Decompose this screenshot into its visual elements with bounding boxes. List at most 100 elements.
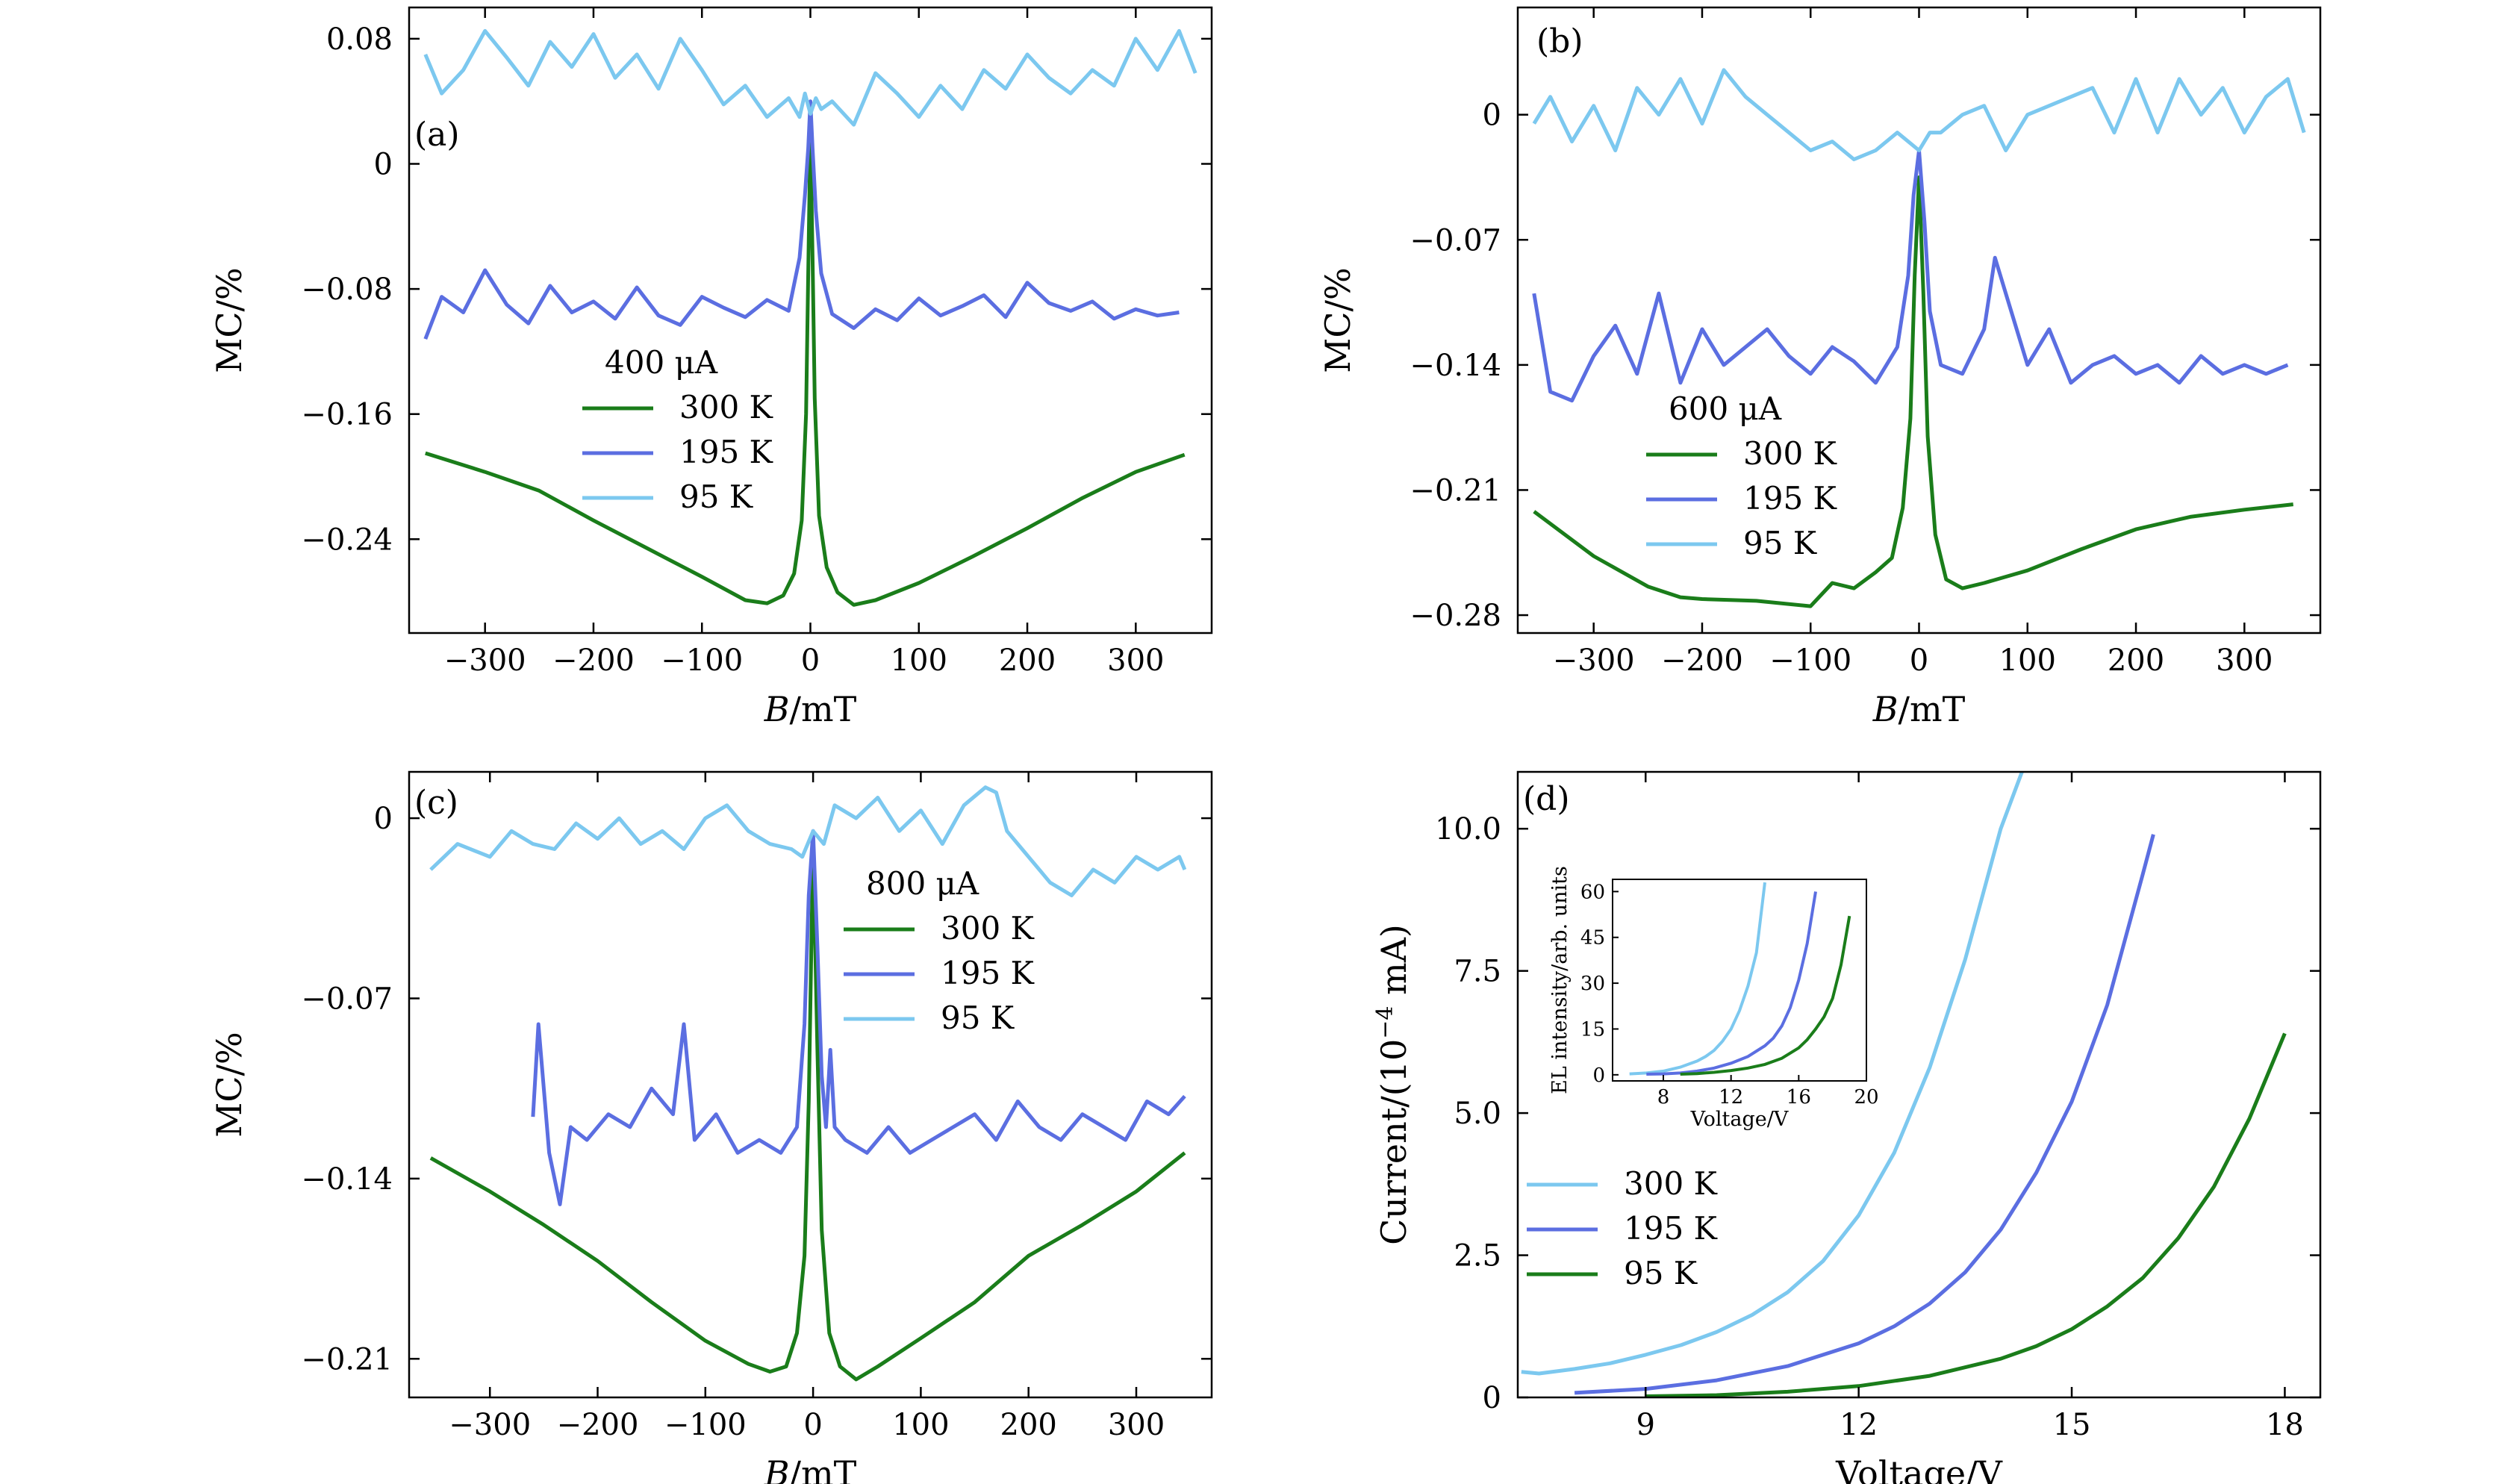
inset-y-tick-label: 15: [1580, 1018, 1605, 1041]
x-axis-label: B/mT: [1872, 689, 1966, 729]
y-tick-label: 0: [374, 802, 393, 836]
y-tick-label: 0: [1483, 99, 1501, 133]
y-tick-label: −0.14: [1410, 349, 1501, 383]
x-tick-label: 0: [801, 643, 820, 678]
y-tick-label: 10.0: [1435, 812, 1501, 847]
x-tick-label: 300: [1108, 1408, 1165, 1442]
x-tick-label: −100: [1769, 643, 1851, 678]
x-axis-label-symbol: B: [764, 1453, 790, 1484]
panel-label: (d): [1523, 780, 1570, 818]
y-axis-label: MC/%: [1318, 267, 1358, 373]
y-axis-label: MC/%: [209, 267, 249, 373]
x-tick-label: −100: [661, 643, 743, 678]
panel-c: −300 −200 −100 0 100 200 300 0 −0.07 −0.14 −0.21 B/…: [209, 770, 1213, 1484]
x-axis-label: B/mT: [764, 1453, 857, 1484]
y-tick-label: 7.5: [1454, 955, 1501, 989]
x-tick-label: 300: [1107, 643, 1164, 678]
inset-y-tick-label: 60: [1580, 881, 1605, 903]
panel-label: (b): [1536, 22, 1583, 60]
legend-entry: 95 K: [1743, 525, 1818, 561]
x-tick-label: 0: [1910, 643, 1928, 678]
x-axis-label: Voltage/V: [1835, 1453, 2002, 1484]
y-tick-label: 5.0: [1454, 1097, 1501, 1131]
inset-frame: [1612, 879, 1867, 1082]
series-line-300k: [1521, 772, 2024, 1376]
y-axis-label: Current/(10−4 mA): [1372, 924, 1414, 1245]
legend-entry: 300 K: [679, 389, 774, 425]
x-tick-label: −200: [1661, 643, 1743, 678]
legend-entry: 195 K: [1743, 480, 1838, 517]
x-tick-label: 200: [1000, 1408, 1057, 1442]
y-tick-label: −0.28: [1410, 599, 1501, 633]
series-line-95k: [1532, 68, 2306, 161]
series-line-95k: [429, 785, 1187, 897]
x-tick-label: 18: [2266, 1408, 2304, 1442]
legend-entry: 195 K: [941, 955, 1035, 991]
y-axis-label-unit: mA): [1374, 924, 1414, 1006]
x-tick-label: 100: [891, 643, 947, 678]
inset-x-tick-label: 20: [1854, 1086, 1878, 1109]
x-tick-label: −300: [444, 643, 526, 678]
x-tick-label: 300: [2216, 643, 2273, 678]
y-tick-label: 2.5: [1454, 1239, 1501, 1273]
x-tick-label: −200: [557, 1408, 639, 1442]
inset-x-axis-label: Voltage/V: [1690, 1108, 1789, 1131]
x-axis-label-unit: /mT: [790, 1453, 857, 1484]
y-tick-label: 0: [1483, 1381, 1501, 1415]
x-tick-label: 100: [892, 1408, 949, 1442]
y-tick-label: −0.21: [1410, 473, 1501, 508]
legend-entry: 300 K: [941, 910, 1035, 947]
series-line-195k: [1574, 834, 2155, 1395]
y-tick-label: 0: [374, 148, 393, 182]
inset-x-tick-label: 12: [1719, 1086, 1743, 1109]
inset-series-line-95k: [1680, 915, 1851, 1076]
panel-b: −300 −200 −100 0 100 200 300 0 −0.07 −0.14 −0.21 −0…: [1318, 6, 2322, 729]
y-axis-label-exponent: −4: [1372, 1006, 1398, 1039]
inset-y-tick-label: 0: [1592, 1064, 1605, 1087]
series-group: [1532, 68, 2306, 608]
x-tick-label: −300: [449, 1408, 531, 1442]
y-tick-label: −0.08: [301, 272, 393, 307]
legend-entry: 95 K: [941, 1000, 1015, 1036]
plot-frame: [408, 770, 1213, 1399]
series-group: [1521, 772, 2287, 1397]
inset-x-tick-label: 8: [1657, 1086, 1670, 1109]
inset-plot: 8 12 16 20 0 15 30 45 60 Voltage/V EL intensity/ar…: [1548, 866, 1879, 1131]
x-axis-label-unit: /mT: [1899, 689, 1966, 729]
y-axis-label-main: Current/(10: [1374, 1039, 1414, 1245]
legend-title: 800 μA: [866, 865, 979, 902]
y-tick-label: −0.07: [1410, 223, 1501, 258]
inset-y-tick-label: 30: [1580, 973, 1605, 995]
legend-entry: 300 K: [1624, 1165, 1719, 1202]
x-tick-label: 12: [1840, 1408, 1878, 1442]
y-tick-label: −0.07: [301, 982, 393, 1016]
inset-x-tick-label: 16: [1787, 1086, 1811, 1109]
series-group: [423, 28, 1197, 607]
y-tick-label: 0.08: [326, 22, 393, 57]
x-axis-label: B/mT: [764, 689, 857, 729]
legend-title: 600 μA: [1669, 390, 1782, 427]
series-line-195k: [423, 99, 1180, 340]
legend-entry: 95 K: [1624, 1255, 1698, 1291]
x-axis-label-unit: /mT: [790, 689, 857, 729]
series-group: [429, 785, 1187, 1382]
legend-entry: 300 K: [1743, 435, 1838, 472]
inset-y-axis-label: EL intensity/arb. units: [1548, 866, 1572, 1094]
inset-series-line-300k: [1629, 882, 1766, 1076]
x-axis-label-symbol: B: [764, 689, 790, 729]
panel-label: (c): [414, 784, 458, 822]
plot-frame: [1516, 770, 2322, 1399]
x-tick-label: 15: [2053, 1408, 2091, 1442]
x-tick-label: −300: [1553, 643, 1635, 678]
y-axis-label: MC/%: [209, 1032, 249, 1138]
series-line-95k: [1645, 1032, 2287, 1397]
y-tick-label: −0.24: [301, 523, 393, 557]
series-line-195k: [531, 829, 1186, 1206]
y-tick-label: −0.21: [301, 1342, 393, 1377]
legend-title: 400 μA: [605, 344, 718, 381]
series-line-95k: [423, 28, 1197, 127]
x-tick-label: −200: [552, 643, 635, 678]
x-tick-label: 9: [1636, 1408, 1655, 1442]
x-tick-label: 100: [1999, 643, 2056, 678]
